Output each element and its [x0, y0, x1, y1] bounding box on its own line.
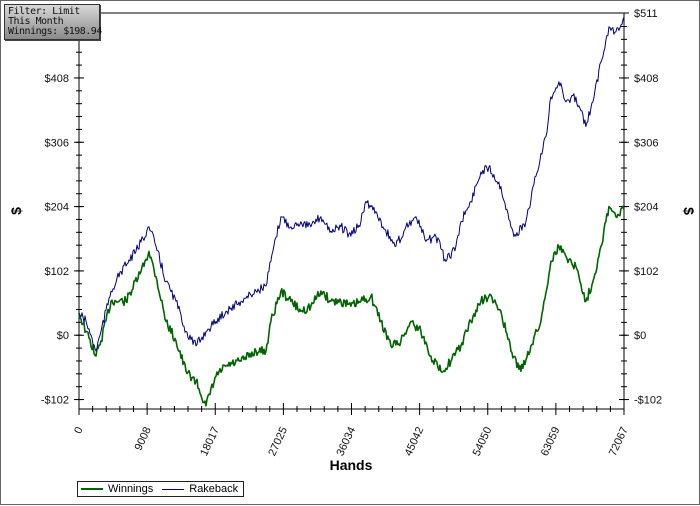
- y-tick-label: $102: [45, 266, 69, 278]
- x-tick-label: 36034: [334, 425, 358, 458]
- x-tick-label: 72067: [607, 425, 631, 458]
- y-axis-label-right: $: [681, 207, 697, 215]
- x-tick-label: 18017: [198, 425, 222, 458]
- y-tick-label-right: -$102: [634, 395, 662, 407]
- x-axis-label: Hands: [330, 457, 373, 473]
- legend: Winnings Rakeback: [77, 481, 244, 497]
- series-line-winnings: [78, 205, 625, 407]
- legend-label: Rakeback: [189, 483, 239, 495]
- x-tick-label: 9008: [133, 425, 154, 452]
- legend-item-rakeback: Rakeback: [162, 483, 238, 495]
- y-tick-label: -$102: [41, 395, 69, 407]
- series-line-rakeback: [78, 16, 625, 352]
- period-text: This Month: [8, 16, 64, 27]
- legend-item-winnings: Winnings: [81, 483, 153, 495]
- legend-swatch-rakeback: [162, 488, 185, 490]
- x-tick-label: 27025: [266, 425, 290, 458]
- y-tick-label: $408: [45, 73, 69, 85]
- y-tick-label: $204: [45, 202, 69, 214]
- y-tick-label-right: $102: [634, 266, 658, 278]
- filter-text: Filter: Limit: [8, 6, 80, 17]
- y-tick-label-right: $306: [634, 137, 658, 149]
- x-tick-label: 0: [72, 425, 85, 436]
- y-tick-label-right: $204: [634, 202, 658, 214]
- winnings-text: Winnings: $198.94: [8, 26, 102, 37]
- legend-swatch-winnings: [81, 488, 103, 490]
- legend-label: Winnings: [108, 483, 154, 495]
- y-axis-label: $: [8, 207, 24, 215]
- x-tick-label: 54050: [471, 425, 495, 458]
- y-tick-label: $306: [45, 137, 69, 149]
- y-tick-label-right: $408: [634, 73, 658, 85]
- series-layer: [78, 16, 625, 407]
- filter-info-box: Filter: Limit This Month Winnings: $198.…: [4, 4, 102, 40]
- y-tick-label-right: $511: [634, 8, 658, 20]
- y-tick-label-right: $0: [634, 330, 646, 342]
- plot-area: [78, 12, 625, 410]
- x-tick-label: 63059: [539, 425, 563, 458]
- y-tick-label: $0: [57, 330, 69, 342]
- x-tick-label: 45042: [403, 425, 427, 458]
